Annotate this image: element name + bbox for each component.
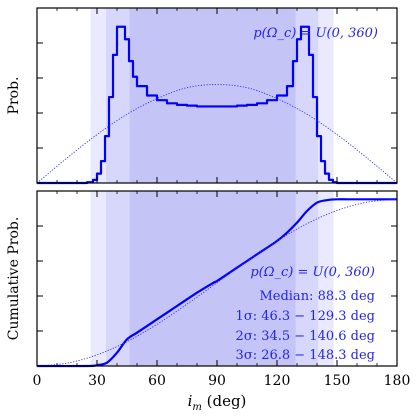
- top-series: [36, 25, 398, 185]
- x-tick-label: 150: [324, 373, 351, 389]
- x-axis-label-main: i: [188, 392, 193, 410]
- bottom-y-axis-label: Cumulative Prob.: [6, 217, 22, 341]
- top-ticks: [36, 8, 398, 183]
- x-axis-label-sub: m: [192, 402, 201, 413]
- x-tick-labels: 0 30 60 90 120 150 180: [33, 373, 411, 389]
- posterior-curve-0: [36, 198, 397, 368]
- bottom-series: [36, 198, 398, 368]
- bottom-annotations: p(Ω_c) = U(0, 360) Median: 88.3 deg 1σ: 46…: [236, 265, 375, 363]
- x-tick-label: 180: [384, 373, 411, 389]
- reference-curve-1: [36, 198, 398, 367]
- cumulative-panel: p(Ω_c) = U(0, 360) Median: 88.3 deg 1σ: 46…: [6, 190, 398, 368]
- bottom-annotation-3: 2σ: 34.5 − 140.6 deg: [236, 329, 375, 344]
- bottom-annotation-0: p(Ω_c) = U(0, 360): [250, 265, 375, 280]
- x-tick-label: 30: [88, 373, 106, 389]
- reference-curve-1: [36, 84, 398, 184]
- x-axis-label-unit: (deg): [202, 392, 247, 410]
- x-tick-label: 60: [148, 373, 166, 389]
- x-tick-label: 0: [33, 373, 42, 389]
- band-1sigma: [129, 191, 296, 366]
- top-y-axis-label: Prob.: [6, 77, 22, 115]
- posterior-curve-0: [37, 25, 397, 185]
- bottom-ticks: [36, 191, 398, 366]
- bottom-annotation-2: 1σ: 46.3 − 129.3 deg: [236, 309, 375, 324]
- probability-panel: p(Ω_c) = U(0, 360) Prob.: [6, 7, 398, 185]
- x-axis-label: im (deg): [188, 392, 247, 413]
- bottom-annotation-1: Median: 88.3 deg: [259, 289, 375, 304]
- x-tick-label: 120: [264, 373, 291, 389]
- bottom-sigma-bands: [90, 191, 334, 366]
- bottom-annotation-4: 3σ: 26.8 − 148.3 deg: [236, 348, 375, 363]
- x-tick-label: 90: [208, 373, 226, 389]
- top-prior-annotation: p(Ω_c) = U(0, 360): [253, 26, 378, 41]
